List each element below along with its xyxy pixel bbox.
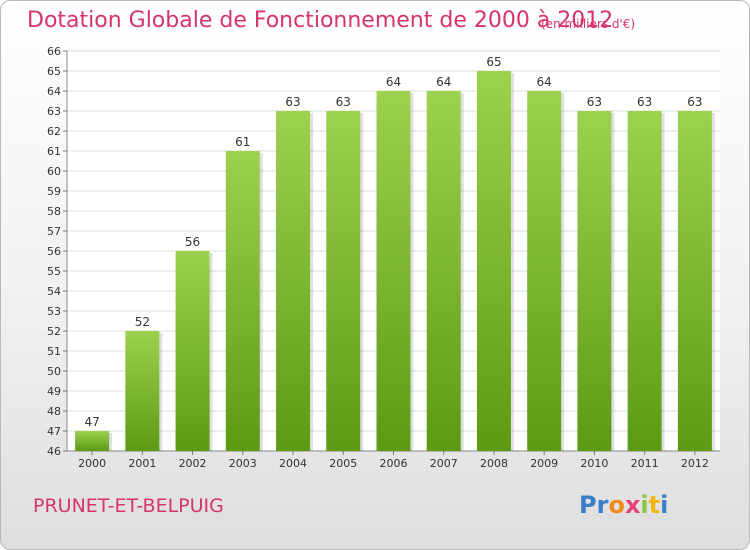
y-tick-label: 52 [47,325,61,338]
bar [527,91,562,451]
y-tick-label: 57 [47,225,61,238]
bar [175,251,210,451]
bar [276,111,311,451]
chart-subtitle: (en milliers d'€) [541,17,636,31]
logo-letter: r [596,491,609,519]
y-tick-label: 50 [47,365,61,378]
y-tick-label: 60 [47,165,61,178]
logo-letter: o [608,491,625,519]
y-tick-label: 59 [47,185,61,198]
x-tick-label: 2004 [279,457,307,470]
x-tick-label: 2007 [430,457,458,470]
x-tick-label: 2000 [78,457,106,470]
y-tick-label: 47 [47,425,61,438]
bar-value-label: 56 [185,235,200,249]
bar-value-label: 63 [587,95,602,109]
y-tick-label: 48 [47,405,61,418]
y-tick-label: 49 [47,385,61,398]
bar [627,111,662,451]
bar [75,431,110,451]
x-tick-label: 2006 [380,457,408,470]
bar-value-label: 61 [235,135,250,149]
chart-title: Dotation Globale de Fonctionnement de 20… [27,8,614,33]
logo-letter: P [579,491,597,519]
bar-value-label: 64 [436,75,451,89]
logo-letter: i [660,491,669,519]
bar-value-label: 65 [486,55,501,69]
x-tick-label: 2008 [480,457,508,470]
bar-value-label: 64 [386,75,401,89]
y-tick-label: 64 [47,85,61,98]
y-tick-label: 55 [47,265,61,278]
bar-value-label: 63 [285,95,300,109]
bar [225,151,260,451]
y-tick-label: 56 [47,245,61,258]
proxiti-logo[interactable]: Proxiti [579,491,668,519]
bar [677,111,712,451]
bar [426,91,461,451]
logo-letter: i [640,491,649,519]
y-tick-label: 66 [47,45,61,58]
x-tick-label: 2005 [329,457,357,470]
y-tick-label: 61 [47,145,61,158]
place-name: PRUNET-ET-BELPUIG [33,495,224,517]
y-tick-label: 58 [47,205,61,218]
y-tick-label: 54 [47,285,61,298]
y-tick-label: 51 [47,345,61,358]
y-tick-label: 46 [47,445,61,458]
x-tick-label: 2001 [128,457,156,470]
x-tick-label: 2009 [530,457,558,470]
bar-value-label: 64 [537,75,552,89]
bar [376,91,411,451]
bar [125,331,160,451]
x-tick-label: 2002 [179,457,207,470]
x-tick-label: 2012 [681,457,709,470]
x-tick-label: 2011 [631,457,659,470]
bar-value-label: 63 [336,95,351,109]
x-tick-label: 2010 [580,457,608,470]
bar-value-label: 47 [84,415,99,429]
bar [326,111,361,451]
y-tick-label: 53 [47,305,61,318]
bar [577,111,612,451]
bar-value-label: 52 [135,315,150,329]
x-tick-label: 2003 [229,457,257,470]
bar-value-label: 63 [637,95,652,109]
bar [476,71,511,451]
y-tick-label: 63 [47,105,61,118]
y-tick-label: 62 [47,125,61,138]
y-tick-label: 65 [47,65,61,78]
logo-letter: t [648,491,661,519]
logo-letter: x [624,491,641,519]
bar-value-label: 63 [687,95,702,109]
